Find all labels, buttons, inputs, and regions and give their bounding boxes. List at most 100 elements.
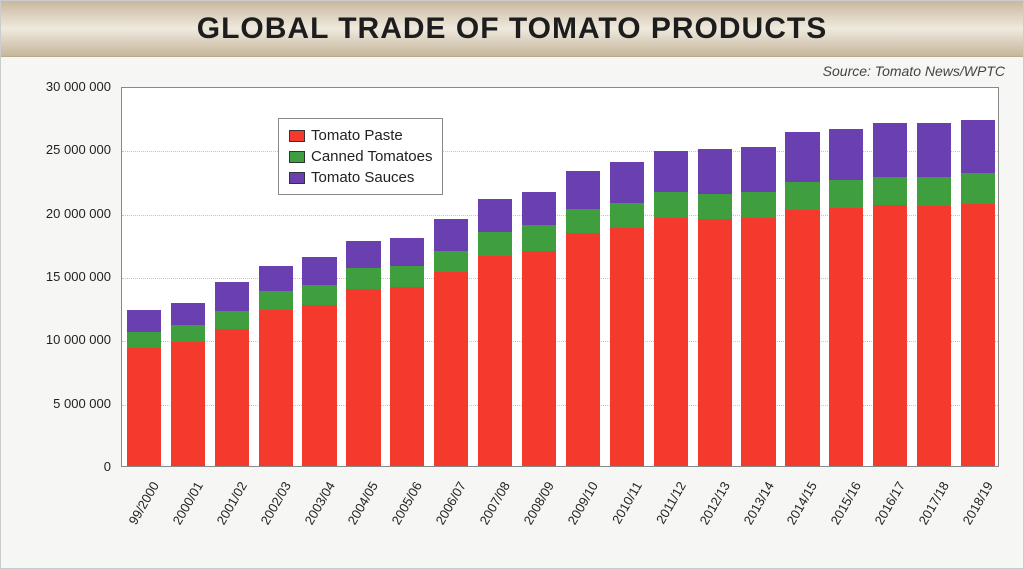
bar-segment: [917, 177, 951, 206]
bar-segment: [654, 151, 688, 193]
bar-segment: [434, 219, 468, 251]
bar-segment: [741, 192, 775, 217]
bar-segment: [566, 209, 600, 233]
bar-segment: [346, 289, 380, 466]
bar-segment: [390, 266, 424, 288]
plot-area: Tomato Paste Canned Tomatoes Tomato Sauces: [121, 87, 999, 467]
y-tick-label: 25 000 000: [11, 142, 111, 157]
y-tick-label: 20 000 000: [11, 206, 111, 221]
bar-segment: [478, 256, 512, 466]
bar-segment: [215, 311, 249, 329]
title-band: GLOBAL TRADE OF TOMATO PRODUCTS: [1, 1, 1023, 57]
y-tick-label: 5 000 000: [11, 396, 111, 411]
bar-segment: [259, 266, 293, 291]
bar-group: [654, 86, 688, 466]
bar-segment: [302, 285, 336, 305]
y-tick-label: 15 000 000: [11, 269, 111, 284]
bar-segment: [346, 268, 380, 288]
bar-group: [698, 86, 732, 466]
bar-segment: [610, 203, 644, 228]
bar-segment: [917, 206, 951, 466]
y-tick-label: 0: [11, 459, 111, 474]
x-tick-label: 2013/14: [729, 479, 777, 547]
bar-segment: [785, 132, 819, 183]
bar-group: [917, 86, 951, 466]
bar-segment: [610, 228, 644, 466]
x-tick-label: 2014/15: [772, 479, 820, 547]
bar-group: [171, 86, 205, 466]
x-tick-label: 2000/01: [158, 479, 206, 547]
bar-segment: [346, 241, 380, 269]
x-tick-label: 2010/11: [597, 479, 645, 547]
bar-segment: [390, 238, 424, 266]
bar-segment: [654, 218, 688, 466]
bar-segment: [873, 177, 907, 205]
bar-segment: [654, 192, 688, 217]
bar-segment: [127, 348, 161, 466]
chart-container: GLOBAL TRADE OF TOMATO PRODUCTS Source: …: [0, 0, 1024, 569]
bar-segment: [215, 282, 249, 311]
bar-segment: [829, 180, 863, 208]
legend-swatch: [289, 130, 305, 142]
bar-group: [741, 86, 775, 466]
x-tick-label: 2006/07: [421, 479, 469, 547]
legend-label: Canned Tomatoes: [311, 148, 432, 165]
legend-label: Tomato Paste: [311, 127, 403, 144]
bar-group: [566, 86, 600, 466]
bar-group: [829, 86, 863, 466]
bar-group: [785, 86, 819, 466]
legend-label: Tomato Sauces: [311, 169, 414, 186]
bar-segment: [390, 287, 424, 466]
legend-item: Tomato Sauces: [289, 167, 432, 188]
bar-segment: [873, 123, 907, 177]
bar-segment: [698, 219, 732, 466]
x-tick-label: 2018/19: [948, 479, 996, 547]
bar-group: [522, 86, 556, 466]
x-tick-label: 2016/17: [860, 479, 908, 547]
x-tick-label: 2003/04: [290, 479, 338, 547]
bar-segment: [434, 272, 468, 466]
x-tick-label: 2017/18: [904, 479, 952, 547]
gridline: [122, 405, 998, 406]
x-tick-label: 2007/08: [465, 479, 513, 547]
bar-segment: [127, 310, 161, 332]
bar-group: [873, 86, 907, 466]
gridline: [122, 278, 998, 279]
gridline: [122, 151, 998, 152]
bar-segment: [610, 162, 644, 203]
x-tick-label: 2001/02: [202, 479, 250, 547]
gridline: [122, 341, 998, 342]
bar-segment: [566, 171, 600, 209]
x-tick-label: 2012/13: [685, 479, 733, 547]
y-tick-label: 10 000 000: [11, 332, 111, 347]
bar-segment: [961, 173, 995, 203]
x-tick-label: 2015/16: [816, 479, 864, 547]
bar-segment: [785, 210, 819, 466]
bar-group: [215, 86, 249, 466]
bar-segment: [478, 232, 512, 256]
bar-segment: [961, 204, 995, 466]
bar-group: [610, 86, 644, 466]
x-tick-label: 2008/09: [509, 479, 557, 547]
bar-segment: [829, 208, 863, 466]
legend-item: Tomato Paste: [289, 125, 432, 146]
x-tick-label: 2005/06: [377, 479, 425, 547]
x-tick-label: 99/2000: [114, 479, 162, 547]
bar-group: [127, 86, 161, 466]
x-tick-label: 2009/10: [553, 479, 601, 547]
bar-segment: [698, 194, 732, 219]
legend-item: Canned Tomatoes: [289, 146, 432, 167]
bar-segment: [171, 303, 205, 326]
bar-segment: [302, 257, 336, 285]
bar-segment: [215, 329, 249, 466]
stacked-bar-chart: Tomato Paste Canned Tomatoes Tomato Sauces…: [11, 79, 1013, 558]
bar-segment: [259, 291, 293, 310]
bar-segment: [741, 147, 775, 193]
x-tick-label: 2002/03: [246, 479, 294, 547]
bar-segment: [522, 225, 556, 250]
bar-segment: [829, 129, 863, 180]
bar-segment: [785, 182, 819, 210]
chart-wrap: Tomato Paste Canned Tomatoes Tomato Sauces…: [11, 79, 1013, 558]
bar-segment: [566, 233, 600, 466]
chart-title: GLOBAL TRADE OF TOMATO PRODUCTS: [197, 12, 827, 46]
